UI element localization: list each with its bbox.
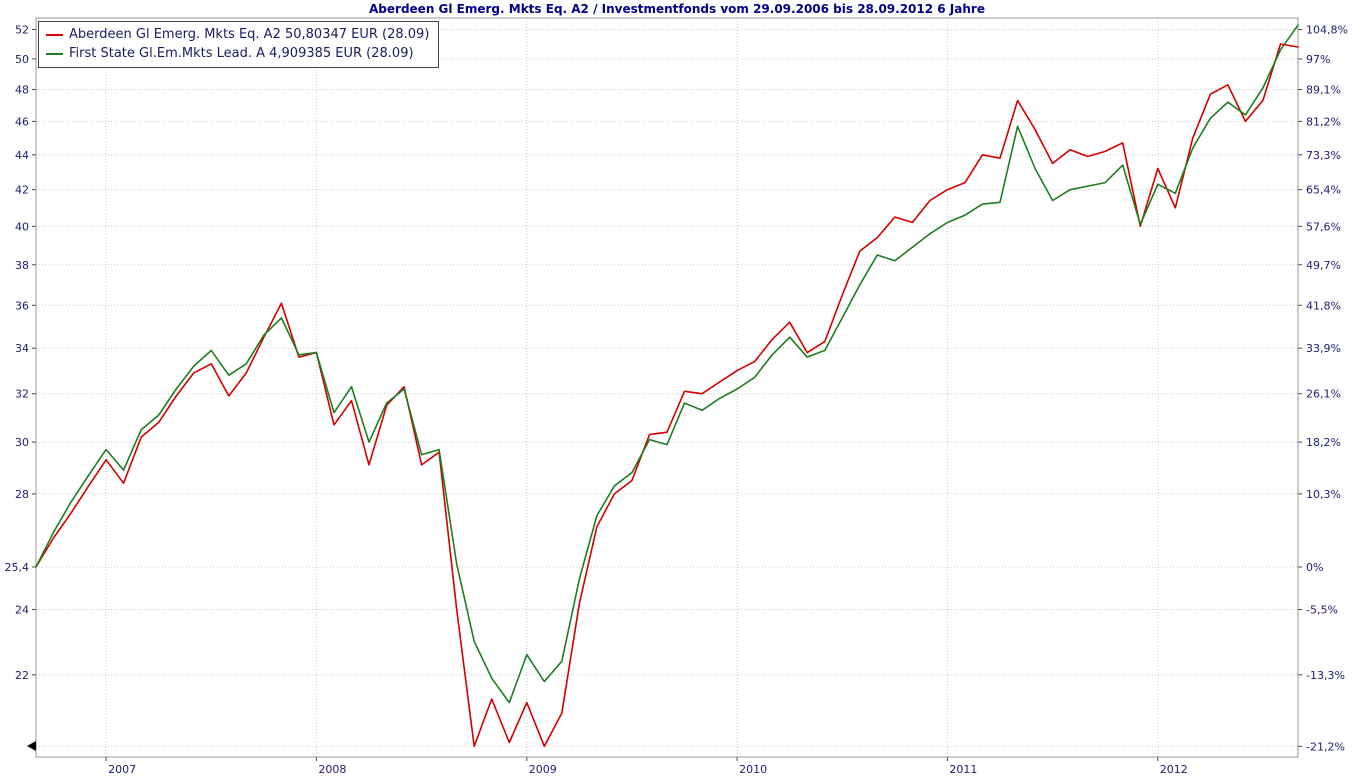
- y-axis-right-label: 81,2%: [1306, 115, 1341, 128]
- y-axis-left-label: 48: [15, 84, 29, 97]
- y-axis-right-label: 104,8%: [1306, 24, 1348, 37]
- y-axis-right-label: 0%: [1306, 561, 1323, 574]
- y-axis-left-label: 30: [15, 436, 29, 449]
- y-axis-right-label: -5,5%: [1306, 604, 1338, 617]
- legend-item-label: First State Gl.Em.Mkts Lead. A 4,909385 …: [69, 46, 414, 61]
- legend-line-sample-first-state: [46, 52, 63, 55]
- y-axis-right-label: 10,3%: [1306, 488, 1341, 501]
- y-axis-left-label: 46: [15, 115, 29, 128]
- y-axis-right-label: -21,2%: [1306, 740, 1345, 753]
- y-axis-left-label: 22: [15, 669, 29, 682]
- y-axis-left-label: 32: [15, 388, 29, 401]
- y-axis-right-label: -13,3%: [1306, 669, 1345, 682]
- y-axis-right-label: 49,7%: [1306, 259, 1341, 272]
- y-axis-left-label: 28: [15, 488, 29, 501]
- y-axis-right-label: 33,9%: [1306, 342, 1341, 355]
- plot-frame: [35, 17, 1299, 758]
- legend-item-first-state: First State Gl.Em.Mkts Lead. A 4,909385 …: [46, 44, 429, 63]
- y-axis-left-label: 38: [15, 259, 29, 272]
- legend-item-label: Aberdeen Gl Emerg. Mkts Eq. A2 50,80347 …: [69, 27, 430, 42]
- y-axis-left-label: 24: [15, 604, 29, 617]
- y-axis-right-label: 97%: [1306, 53, 1330, 66]
- legend-line-sample-aberdeen: [46, 33, 63, 36]
- chart-title: Aberdeen Gl Emerg. Mkts Eq. A2 / Investm…: [369, 2, 985, 16]
- x-axis-year-label: 2009: [529, 763, 557, 776]
- series-line-first-state: [35, 24, 1299, 704]
- y-axis-left-label: 42: [15, 184, 29, 197]
- y-axis-left-label: 44: [15, 149, 29, 162]
- x-axis-year-label: 2011: [949, 763, 977, 776]
- x-axis-year-label: 2012: [1160, 763, 1188, 776]
- axis-corner-marker-icon: [27, 741, 36, 751]
- legend: Aberdeen Gl Emerg. Mkts Eq. A2 50,80347 …: [38, 21, 440, 68]
- y-axis-left-label: 34: [15, 342, 29, 355]
- y-axis-right-label: 57,6%: [1306, 220, 1341, 233]
- y-axis-right-label: 73,3%: [1306, 149, 1341, 162]
- x-axis-year-label: 2010: [739, 763, 767, 776]
- y-axis-left-label: 36: [15, 299, 29, 312]
- y-axis-right-label: 41,8%: [1306, 299, 1341, 312]
- y-axis-left-label: 50: [15, 53, 29, 66]
- y-axis-right-label: 89,1%: [1306, 84, 1341, 97]
- y-axis-left-label: 25,4: [5, 561, 30, 574]
- y-axis-right-label: 18,2%: [1306, 436, 1341, 449]
- y-axis-left-label: 40: [15, 220, 29, 233]
- x-axis-year-label: 2008: [318, 763, 346, 776]
- y-axis-left-label: 52: [15, 24, 29, 37]
- legend-item-aberdeen: Aberdeen Gl Emerg. Mkts Eq. A2 50,80347 …: [46, 25, 429, 44]
- x-axis-year-label: 2007: [108, 763, 136, 776]
- y-axis-right-label: 26,1%: [1306, 388, 1341, 401]
- y-axis-right-label: 65,4%: [1306, 184, 1341, 197]
- series-line-aberdeen: [35, 43, 1299, 748]
